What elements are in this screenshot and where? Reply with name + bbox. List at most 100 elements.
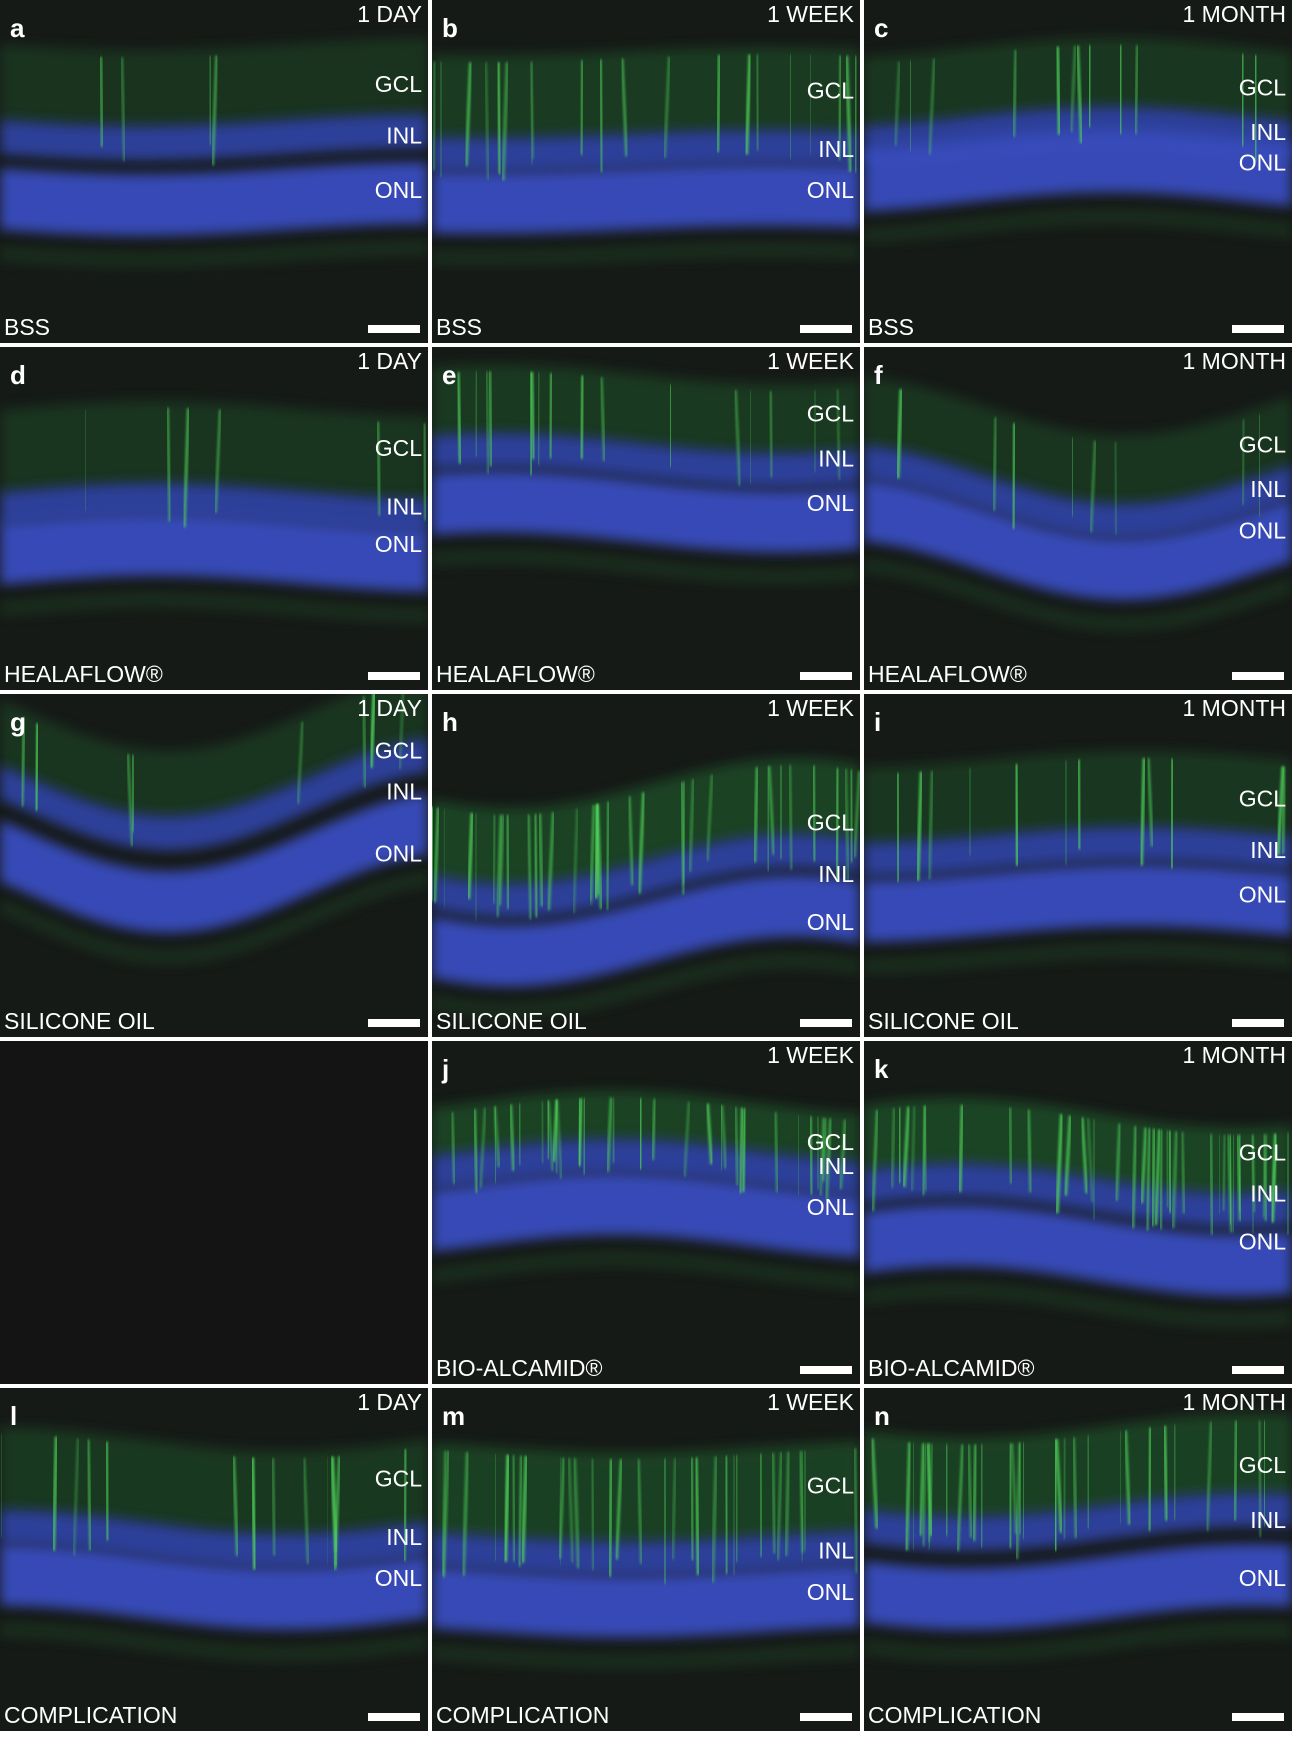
time-label: 1 MONTH [1183, 1042, 1287, 1068]
glia-fiber [1120, 45, 1121, 134]
scale-bar [800, 325, 852, 333]
glia-fiber [556, 1100, 557, 1173]
glia-fiber [1057, 47, 1059, 135]
micrograph [864, 1041, 1292, 1384]
time-label: 1 DAY [357, 1, 422, 27]
layer-label: ONL [375, 531, 423, 557]
micrograph [0, 347, 428, 690]
layer-label: INL [1250, 1507, 1286, 1533]
glia-fiber [1010, 1443, 1011, 1548]
scale-bar [800, 672, 852, 680]
scale-bar [1232, 325, 1284, 333]
glia-fiber [613, 1098, 614, 1163]
glia-fiber [133, 755, 134, 832]
panel-letter: n [874, 1401, 890, 1431]
layer-label: INL [818, 861, 854, 887]
glia-fiber [538, 372, 539, 465]
glia-fiber [424, 423, 426, 520]
glia-fiber [1016, 764, 1018, 866]
glia-fiber [670, 385, 671, 467]
scale-bar [800, 1713, 852, 1721]
glia-fiber [805, 1451, 806, 1551]
layer-label: INL [386, 122, 422, 148]
layer-label: GCL [1239, 785, 1287, 811]
layer-label: GCL [807, 809, 855, 835]
micrograph [0, 673, 428, 1037]
treatment-label: SILICONE OIL [436, 1008, 587, 1034]
layer-label: INL [1250, 119, 1286, 145]
micrograph [432, 1041, 860, 1384]
layer-label: ONL [1239, 517, 1287, 543]
layer-label: GCL [1239, 74, 1287, 100]
glia-fiber [929, 1444, 930, 1549]
glia-fiber [36, 723, 38, 810]
layer-label: ONL [1239, 1565, 1287, 1591]
time-label: 1 WEEK [767, 348, 855, 374]
layer-label: GCL [807, 401, 855, 427]
panel-letter: e [442, 360, 456, 390]
layer-label: INL [818, 1538, 854, 1564]
panel-letter: f [874, 360, 883, 390]
layer-label: GCL [375, 435, 423, 461]
glia-fiber [665, 1459, 666, 1584]
layer-label: GCL [375, 1466, 423, 1492]
panel-letter: i [874, 707, 881, 737]
layer-label: ONL [375, 1565, 423, 1591]
panel-letter: c [874, 13, 888, 43]
layer-label: ONL [375, 840, 423, 866]
layer-label: ONL [807, 909, 855, 935]
micrograph [0, 1388, 428, 1731]
time-label: 1 WEEK [767, 1, 855, 27]
layer-label: GCL [807, 1129, 855, 1155]
treatment-label: BSS [4, 314, 50, 340]
layer-label: ONL [1239, 1228, 1287, 1254]
time-label: 1 MONTH [1183, 1389, 1287, 1415]
treatment-label: SILICONE OIL [868, 1008, 1019, 1034]
glia-fiber [1210, 1134, 1212, 1235]
layer-label: ONL [1239, 150, 1287, 176]
glia-fiber [974, 1445, 976, 1541]
layer-label: ONL [375, 177, 423, 203]
glia-fiber [581, 375, 583, 458]
layer-label: INL [386, 493, 422, 519]
treatment-label: BIO-ALCAMID® [436, 1355, 603, 1381]
glia-fiber [476, 372, 477, 457]
glia-fiber [717, 55, 719, 152]
glia-fiber [210, 56, 211, 145]
layer-label: INL [818, 136, 854, 162]
glia-fiber [640, 1098, 641, 1169]
layer-label: GCL [1239, 1139, 1287, 1165]
layer-label: GCL [807, 78, 855, 104]
micrograph [432, 0, 860, 343]
micrograph [864, 694, 1292, 1037]
micrograph [432, 1388, 860, 1731]
treatment-label: BIO-ALCAMID® [868, 1355, 1035, 1381]
glia-fiber [107, 1442, 108, 1541]
onl-band [0, 162, 428, 236]
onl-band [432, 1565, 860, 1638]
layer-label: INL [386, 1524, 422, 1550]
layer-label: INL [818, 445, 854, 471]
glia-fiber [584, 1098, 585, 1174]
scale-bar [1232, 1366, 1284, 1374]
figure: a1 DAYGCLINLONLBSSb1 WEEKGCLINLONLBSSc1 … [0, 0, 1292, 1732]
layer-label: ONL [807, 490, 855, 516]
glia-fiber [1010, 1108, 1012, 1184]
layer-label: INL [386, 779, 422, 805]
empty-panel [0, 1041, 428, 1384]
glia-fiber [1089, 45, 1090, 127]
layer-label: GCL [375, 71, 423, 97]
green-layer [432, 47, 860, 141]
glia-fiber [1013, 423, 1015, 529]
treatment-label: HEALAFLOW® [4, 661, 163, 687]
scale-bar [368, 672, 420, 680]
treatment-label: COMPLICATION [436, 1702, 609, 1728]
